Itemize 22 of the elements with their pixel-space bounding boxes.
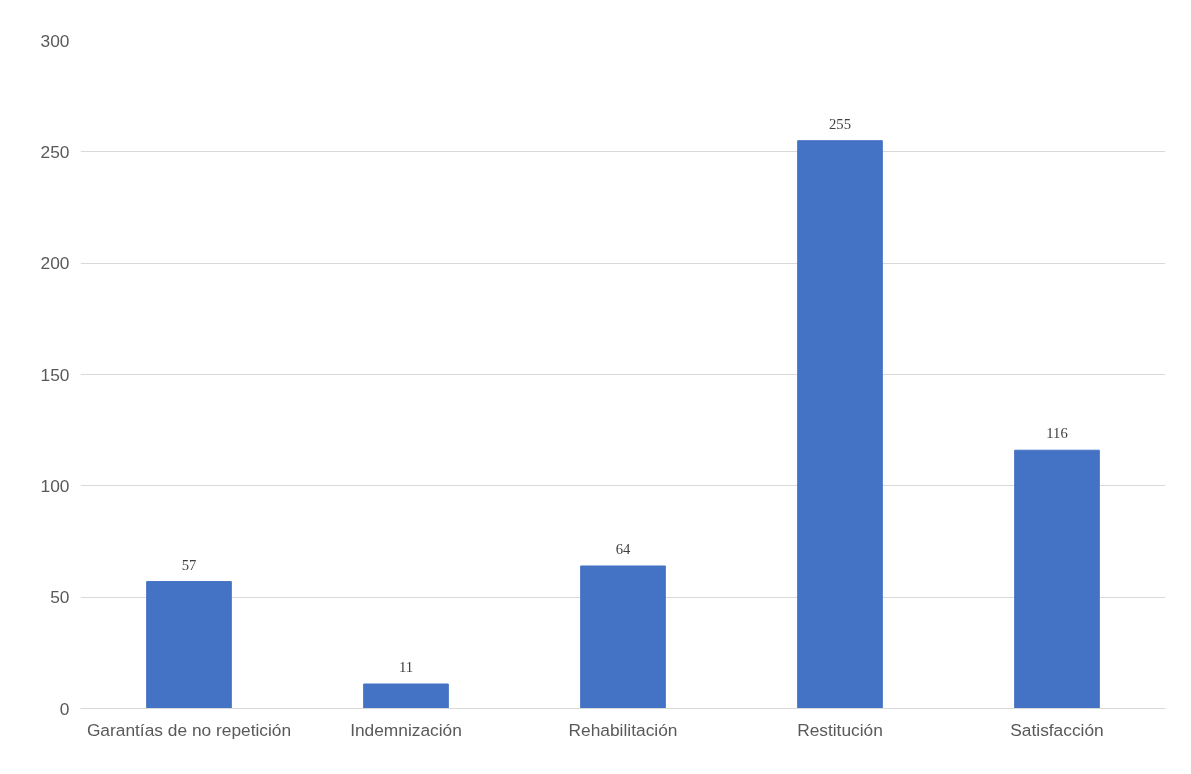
bar <box>797 140 883 709</box>
bar <box>146 581 232 709</box>
y-tick-label: 150 <box>40 364 70 385</box>
y-tick-label: 100 <box>40 475 70 496</box>
data-label: 11 <box>398 659 414 676</box>
bar <box>1014 449 1100 709</box>
y-tick-label: 250 <box>40 141 70 162</box>
x-tick-label: Satisfacción <box>1010 719 1104 740</box>
y-tick-label: 300 <box>40 30 70 51</box>
x-tick-label: Indemnización <box>350 719 462 740</box>
y-tick-label: 0 <box>59 698 70 719</box>
x-tick-label: Restitución <box>797 719 883 740</box>
data-label: 116 <box>1046 425 1068 442</box>
data-label: 57 <box>181 556 197 573</box>
y-tick-label: 200 <box>40 253 70 274</box>
bar <box>363 683 449 709</box>
data-label: 64 <box>615 540 631 557</box>
bar <box>580 565 666 709</box>
x-tick-label: Rehabilitación <box>568 719 678 740</box>
data-label: 255 <box>829 115 851 132</box>
x-tick-label: Garantías de no repetición <box>86 719 292 740</box>
y-tick-label: 50 <box>50 587 70 608</box>
